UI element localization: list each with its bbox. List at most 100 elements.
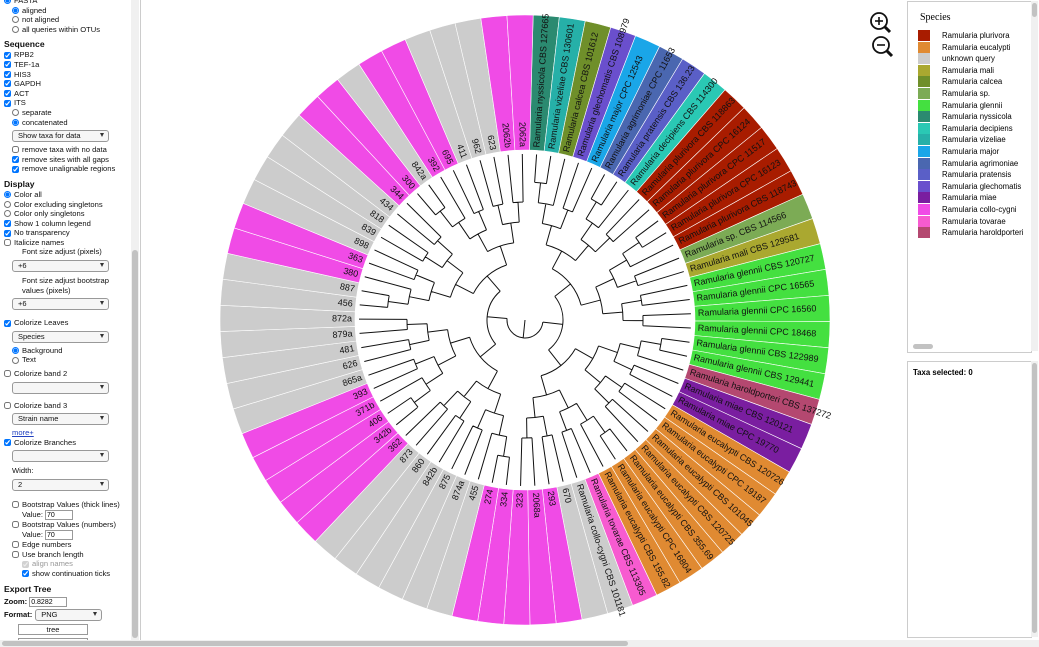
zoom-out[interactable] (872, 36, 894, 58)
value-input[interactable] (44, 510, 73, 521)
zoom-in[interactable] (870, 12, 892, 34)
checkbox[interactable] (4, 90, 11, 98)
scroll-thumb[interactable] (2, 641, 628, 646)
checkbox[interactable] (12, 551, 19, 559)
checkbox-option[interactable]: Bootstrap Values (thick lines) (12, 500, 128, 510)
checkbox[interactable] (12, 541, 19, 549)
radio-option[interactable]: all queries within OTUs (12, 25, 128, 35)
format-select[interactable]: PNG (35, 609, 103, 622)
font-size-select[interactable]: +6 (12, 260, 109, 273)
checkbox-option[interactable]: Italicize names (4, 238, 128, 248)
checkbox[interactable] (4, 61, 11, 69)
checkbox-option[interactable]: show continuation ticks (22, 569, 128, 579)
checkbox[interactable] (12, 521, 19, 529)
checkbox-option[interactable]: Show 1 column legend (4, 219, 128, 229)
radio[interactable] (12, 118, 19, 126)
option-label: Background (22, 345, 63, 355)
width-select[interactable]: 2 (12, 479, 109, 491)
radio-option[interactable]: Color excluding singletons (4, 200, 128, 210)
leaves-select[interactable]: Species (12, 330, 109, 343)
radio-option[interactable]: aligned (12, 6, 128, 16)
checkbox-option[interactable]: Colorize band 2 (4, 369, 128, 379)
checkbox[interactable] (4, 70, 11, 78)
checkbox-option[interactable]: Colorize Branches (4, 438, 128, 448)
radio[interactable] (4, 200, 11, 208)
checkbox[interactable] (22, 560, 29, 568)
page-scrollbar[interactable] (0, 640, 1039, 647)
checkbox-option[interactable]: Edge numbers (12, 540, 128, 550)
radio[interactable] (12, 26, 19, 34)
checkbox[interactable] (4, 229, 11, 237)
checkbox-option[interactable]: remove unalignable regions (12, 164, 128, 174)
branches-select[interactable] (12, 450, 109, 463)
scroll-thumb[interactable] (1032, 363, 1037, 633)
radio[interactable] (12, 16, 19, 24)
checkbox-option[interactable]: HIS3 (4, 70, 128, 80)
radio-option[interactable]: Color only singletons (4, 209, 128, 219)
radio[interactable] (4, 191, 11, 199)
checkbox[interactable] (4, 319, 11, 327)
radio[interactable] (4, 210, 11, 218)
radio-option[interactable]: concatenated (12, 118, 128, 128)
sidebar-scrollbar[interactable] (131, 0, 139, 640)
scroll-thumb[interactable] (1032, 3, 1037, 17)
radio-option[interactable]: Color all (4, 190, 128, 200)
checkbox-option[interactable]: RPB2 (4, 50, 128, 60)
radio[interactable] (4, 0, 11, 5)
checkbox[interactable] (4, 80, 11, 88)
radio-option[interactable]: not aligned (12, 15, 128, 25)
value-input[interactable] (44, 530, 73, 541)
checkbox-option[interactable]: ITS (4, 98, 128, 108)
more-link[interactable]: more+ (12, 428, 34, 438)
option-label: all queries within OTUs (22, 24, 101, 34)
bootstrap-font-select[interactable]: +6 (12, 298, 109, 311)
radio-option[interactable]: Text (12, 355, 128, 365)
radio[interactable] (12, 6, 19, 14)
scroll-thumb[interactable] (132, 250, 138, 638)
legend-hscroll-thumb[interactable] (913, 344, 933, 349)
checkbox[interactable] (4, 439, 11, 447)
radio-option[interactable]: Background (12, 346, 128, 356)
radio-option[interactable]: separate (12, 108, 128, 118)
checkbox[interactable] (22, 570, 29, 578)
option-label: remove taxa with no data (22, 145, 107, 155)
radio-option[interactable]: FASTA (4, 0, 128, 6)
checkbox-option[interactable]: GAPDH (4, 79, 128, 89)
checkbox[interactable] (4, 219, 11, 227)
checkbox-option[interactable]: Colorize Leaves (4, 318, 128, 328)
checkbox[interactable] (12, 165, 19, 173)
checkbox-option[interactable]: No transparency (4, 228, 128, 238)
checkbox[interactable] (4, 239, 11, 247)
checkbox[interactable] (4, 99, 11, 107)
checkbox-option[interactable]: Bootstrap Values (numbers) (12, 520, 128, 530)
checkbox[interactable] (4, 51, 11, 59)
taxa-scrollbar[interactable] (1031, 361, 1038, 637)
radio[interactable] (12, 347, 19, 355)
checkbox[interactable] (12, 156, 19, 164)
radio[interactable] (12, 356, 19, 364)
zoom-input[interactable] (29, 597, 68, 608)
leaf-label: 455 (467, 484, 481, 501)
select-text: +6 (18, 299, 27, 309)
checkbox[interactable] (4, 401, 11, 409)
checkbox-option[interactable]: ACT (4, 89, 128, 99)
checkbox[interactable] (12, 501, 19, 509)
legend-label: Ramularia pratensis (942, 170, 1012, 180)
checkbox-option[interactable]: align names (22, 559, 128, 569)
checkbox-option[interactable]: TEF-1a (4, 60, 128, 70)
export-button[interactable]: tree (18, 624, 88, 636)
checkbox-option[interactable]: remove sites with all gaps (12, 155, 128, 165)
band3-select[interactable]: Strain name (12, 413, 109, 426)
checkbox[interactable] (12, 146, 19, 154)
radio[interactable] (12, 109, 19, 117)
checkbox-option[interactable]: Use branch length (12, 550, 128, 560)
checkbox[interactable] (4, 370, 11, 378)
checkbox-option[interactable]: Colorize band 3 (4, 401, 128, 411)
band2-select[interactable] (12, 381, 109, 394)
checkbox-option[interactable]: remove taxa with no data (12, 145, 128, 155)
export-button[interactable]: legend (18, 638, 88, 640)
option-row: show continuation ticks (4, 569, 128, 579)
leaf-band[interactable] (506, 14, 534, 151)
legend-scrollbar[interactable] (1031, 1, 1038, 351)
taxa-select[interactable]: Show taxa for data (12, 130, 109, 143)
